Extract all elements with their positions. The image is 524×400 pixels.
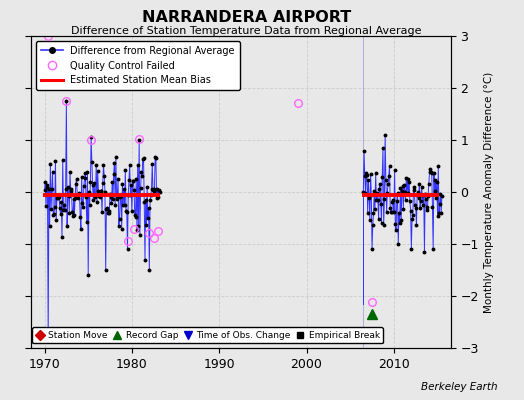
Y-axis label: Monthly Temperature Anomaly Difference (°C): Monthly Temperature Anomaly Difference (… <box>484 71 494 313</box>
Text: Berkeley Earth: Berkeley Earth <box>421 382 498 392</box>
Text: Difference of Station Temperature Data from Regional Average: Difference of Station Temperature Data f… <box>71 26 421 36</box>
Legend: Station Move, Record Gap, Time of Obs. Change, Empirical Break: Station Move, Record Gap, Time of Obs. C… <box>32 327 383 344</box>
Text: NARRANDERA AIRPORT: NARRANDERA AIRPORT <box>141 10 351 25</box>
